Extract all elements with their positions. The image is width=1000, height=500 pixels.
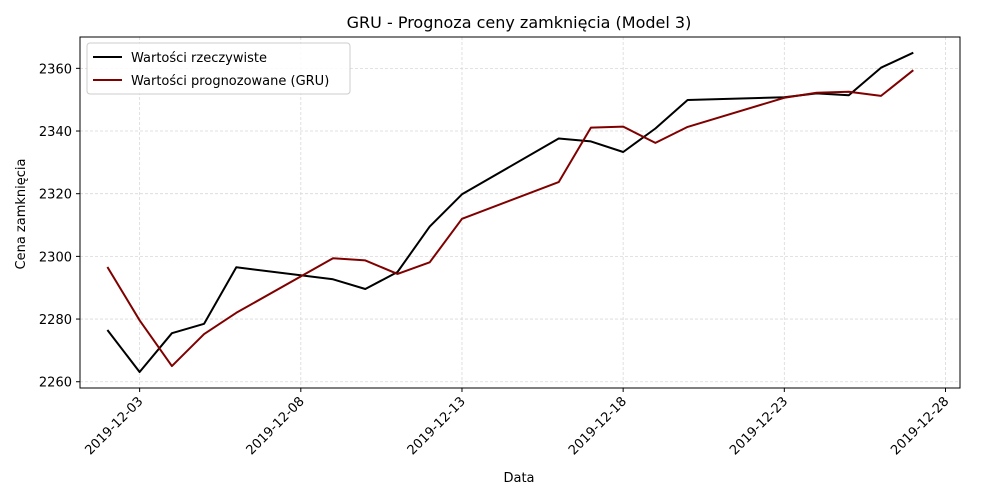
series-lines: [106, 51, 914, 373]
y-axis-label: Cena zamknięcia: [14, 159, 29, 270]
plot-area: [79, 36, 961, 389]
y-tick-label: 2360: [39, 62, 72, 77]
chart-title: GRU - Prognoza ceny zamknięcia (Model 3): [347, 13, 692, 32]
legend-box: [86, 42, 351, 95]
y-tick-label: 2320: [39, 188, 72, 203]
y-tick-label: 2280: [39, 313, 72, 328]
legend: Wartości rzeczywiste Wartości prognozowan…: [86, 42, 351, 95]
series-line-predicted: [106, 69, 914, 368]
y-tick-label: 2260: [39, 376, 72, 391]
x-axis-label: Data: [503, 471, 534, 486]
legend-label: Wartości prognozowane (GRU): [131, 74, 329, 89]
y-tick-label: 2300: [39, 250, 72, 265]
y-tick-label: 2340: [39, 125, 72, 140]
y-axis: 2260 2280 2300 2320 2340 2360: [39, 62, 80, 391]
legend-label: Wartości rzeczywiste: [131, 51, 267, 66]
